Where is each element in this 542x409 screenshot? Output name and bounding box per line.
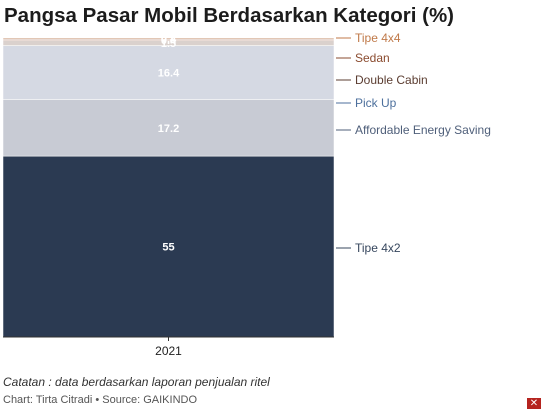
segment-value-label: 0.4	[161, 35, 177, 47]
segment-value-label: 0.4	[161, 34, 177, 46]
legend-label: Tipe 4x4	[355, 31, 401, 45]
x-tick-label: 2021	[155, 344, 182, 358]
footnote: Catatan : data berdasarkan laporan penju…	[3, 375, 270, 389]
legend-label: Affordable Energy Saving	[355, 123, 491, 137]
legend-label: Sedan	[355, 51, 390, 65]
legend-label: Double Cabin	[355, 73, 428, 87]
bar-segment[interactable]	[2, 99, 335, 157]
bar-segments	[2, 37, 335, 338]
credits-line: Chart: Tirta Citradi • Source: GAIKINDO	[3, 394, 197, 406]
bar-segment[interactable]	[2, 45, 335, 100]
segment-value-label: 1.5	[161, 38, 176, 50]
author-name: Tirta Citradi	[35, 394, 93, 406]
bar-segment[interactable]	[2, 37, 335, 40]
chart-title: Pangsa Pasar Mobil Berdasarkan Kategori …	[4, 4, 455, 27]
source-name: GAIKINDO	[143, 394, 198, 406]
legend-label: Pick Up	[355, 96, 397, 110]
source-label: Source:	[102, 394, 141, 406]
segment-value-label: 16.4	[158, 68, 180, 80]
bar-segment[interactable]	[2, 155, 335, 338]
legend-labels: Tipe 4x2 Affordable Energy Saving Pick Up D…	[336, 31, 491, 255]
segment-value-label: 17.2	[158, 123, 179, 135]
legend-label: Tipe 4x2	[355, 241, 401, 255]
chart-label: Chart:	[3, 394, 33, 406]
credits-separator: •	[95, 394, 100, 406]
x-logo-icon[interactable]: ✕	[527, 398, 541, 409]
x-axis-ticks: 2021	[155, 337, 182, 358]
segment-value-label: 55	[162, 242, 174, 254]
